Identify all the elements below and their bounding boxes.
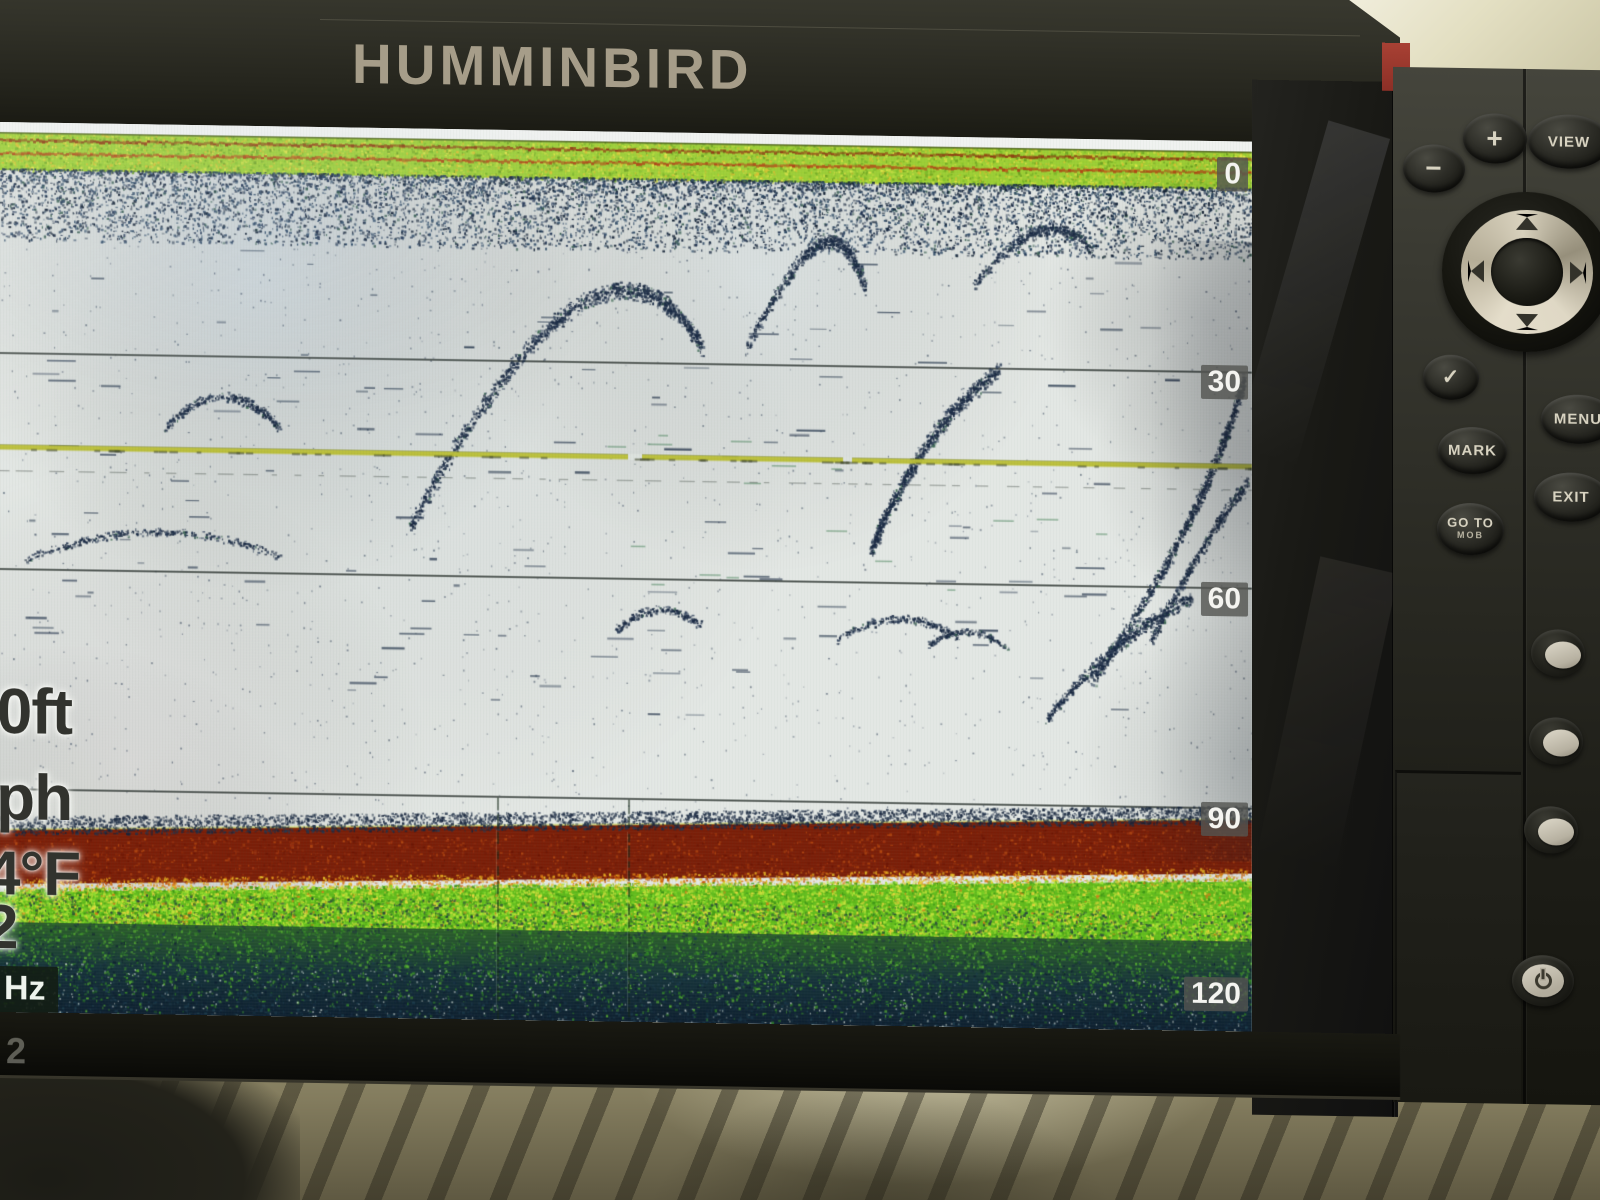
dpad-center[interactable]	[1491, 237, 1563, 307]
dpad-down-arrow-icon[interactable]	[1516, 313, 1538, 331]
goto-mob-label: MOB	[1457, 529, 1484, 541]
mark-button[interactable]: MARK	[1438, 426, 1507, 475]
dpad[interactable]	[1442, 190, 1600, 354]
right-bezel	[1209, 79, 1399, 1117]
dpad-left-arrow-icon[interactable]	[1468, 260, 1484, 283]
frequency-badge: Hz	[0, 965, 58, 1014]
goto-label: GO TO	[1447, 514, 1494, 531]
zoom-out-button[interactable]: −	[1403, 144, 1465, 194]
power-icon	[1534, 972, 1552, 990]
zoom-in-label: +	[1486, 122, 1504, 154]
bezel-gloss-streak	[1245, 556, 1399, 926]
readout-depth: .0ft	[0, 674, 72, 749]
button-cap	[1538, 818, 1574, 846]
function-button-1[interactable]	[1531, 629, 1585, 677]
dpad-up-arrow-icon[interactable]	[1516, 213, 1538, 231]
depth-label-60: 60	[1200, 581, 1248, 617]
button-cap	[1545, 641, 1581, 669]
goto-button[interactable]: GO TO MOB	[1437, 502, 1504, 556]
depth-label-120: 120	[1183, 976, 1248, 1012]
function-button-2[interactable]	[1529, 717, 1583, 765]
card-reader-door	[1395, 769, 1521, 1104]
exit-label: EXIT	[1552, 488, 1590, 506]
depth-label-30: 30	[1200, 364, 1248, 400]
button-cap	[1543, 729, 1579, 757]
readout-aux: 2	[0, 892, 18, 963]
dashboard-shadow-mid	[640, 1080, 1120, 1200]
top-bezel: HUMMINBIRD	[0, 0, 1400, 144]
power-button-cap	[1522, 963, 1564, 998]
dpad-right-arrow-icon[interactable]	[1570, 261, 1586, 284]
zoom-in-button[interactable]: +	[1463, 112, 1527, 164]
check-icon: ✓	[1441, 365, 1461, 389]
fishfinder-device: HUMMINBIRD 0 30 60 90 120 .0ft ph 4°F 2 …	[0, 0, 1600, 1130]
bezel-model-digit: 2	[6, 1030, 27, 1072]
zoom-out-label: −	[1425, 152, 1443, 184]
sonar-display	[0, 122, 1252, 1032]
power-button[interactable]	[1512, 954, 1574, 1007]
sonar-screen: 0 30 60 90 120 .0ft ph 4°F 2 Hz	[0, 122, 1252, 1032]
brand-logo: HUMMINBIRD	[352, 31, 753, 102]
readout-speed: ph	[0, 760, 73, 835]
menu-label: MENU	[1553, 410, 1600, 429]
depth-label-90: 90	[1200, 801, 1248, 837]
function-button-3[interactable]	[1524, 805, 1578, 854]
depth-label-0: 0	[1217, 157, 1248, 192]
view-label: VIEW	[1547, 132, 1591, 151]
mark-label: MARK	[1448, 441, 1497, 460]
check-button[interactable]: ✓	[1423, 354, 1479, 401]
